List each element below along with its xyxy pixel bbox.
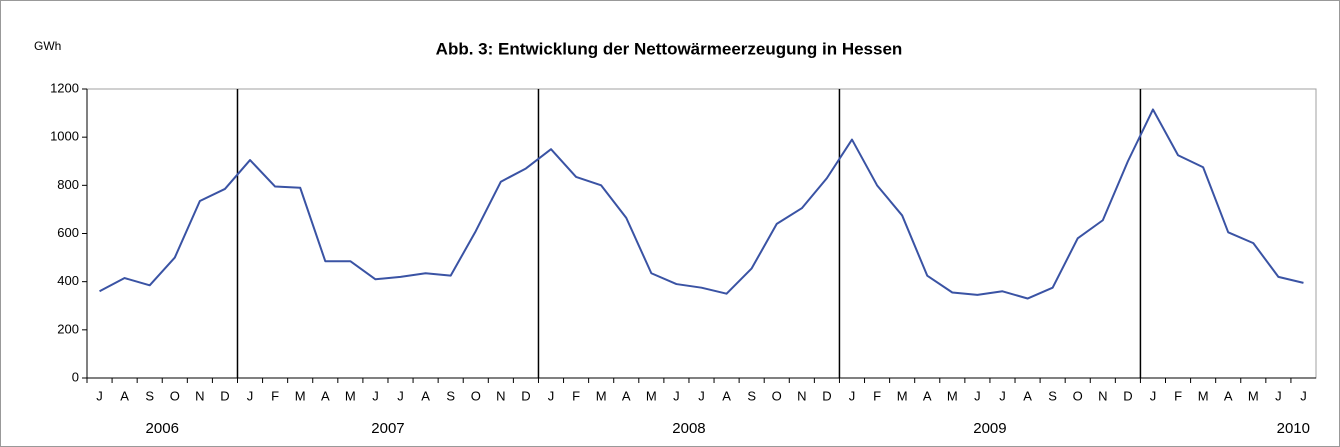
x-tick-label: D bbox=[521, 388, 530, 403]
y-tick-label: 0 bbox=[72, 369, 79, 384]
x-tick-label: J bbox=[1275, 388, 1282, 403]
x-tick-label: N bbox=[195, 388, 204, 403]
x-tick-label: A bbox=[923, 388, 932, 403]
x-tick-label: J bbox=[548, 388, 555, 403]
x-tick-label: N bbox=[797, 388, 806, 403]
x-tick-label: A bbox=[1023, 388, 1032, 403]
y-tick-label: 600 bbox=[57, 225, 79, 240]
x-tick-label: F bbox=[271, 388, 279, 403]
x-tick-label: M bbox=[295, 388, 306, 403]
x-tick-label: J bbox=[1300, 388, 1307, 403]
y-tick-label: 800 bbox=[57, 177, 79, 192]
x-tick-label: M bbox=[897, 388, 908, 403]
x-tick-label: J bbox=[999, 388, 1006, 403]
x-tick-label: O bbox=[1073, 388, 1083, 403]
y-tick-label: 1000 bbox=[50, 129, 79, 144]
x-tick-label: J bbox=[96, 388, 103, 403]
data-line bbox=[99, 108, 1304, 300]
y-tick-label: 200 bbox=[57, 321, 79, 336]
x-tick-label: M bbox=[1248, 388, 1259, 403]
x-tick-label: F bbox=[572, 388, 580, 403]
x-tick-label: N bbox=[1098, 388, 1107, 403]
x-tick-label: M bbox=[646, 388, 657, 403]
y-unit: GWh bbox=[34, 39, 61, 53]
x-tick-label: J bbox=[673, 388, 680, 403]
x-tick-label: D bbox=[1123, 388, 1132, 403]
x-tick-label: M bbox=[596, 388, 607, 403]
group-label: 2009 bbox=[973, 420, 1006, 437]
x-tick-label: N bbox=[496, 388, 505, 403]
x-tick-label: S bbox=[1048, 388, 1057, 403]
x-tick-label: S bbox=[446, 388, 455, 403]
x-tick-label: S bbox=[145, 388, 154, 403]
group-label: 2008 bbox=[672, 420, 705, 437]
x-tick-label: F bbox=[1174, 388, 1182, 403]
x-tick-label: M bbox=[947, 388, 958, 403]
x-tick-label: O bbox=[471, 388, 481, 403]
x-tick-label: O bbox=[170, 388, 180, 403]
x-tick-label: J bbox=[698, 388, 705, 403]
x-tick-label: M bbox=[1198, 388, 1209, 403]
x-tick-label: A bbox=[622, 388, 631, 403]
x-tick-label: J bbox=[1150, 388, 1157, 403]
x-tick-label: J bbox=[849, 388, 856, 403]
x-tick-label: S bbox=[747, 388, 756, 403]
chart-title: Abb. 3: Entwicklung der Nettowärmeerzeug… bbox=[436, 39, 903, 58]
group-label: 2006 bbox=[146, 420, 179, 437]
x-tick-label: A bbox=[321, 388, 330, 403]
group-label: 2010 bbox=[1277, 420, 1310, 437]
x-tick-label: A bbox=[722, 388, 731, 403]
y-tick-label: 400 bbox=[57, 273, 79, 288]
x-tick-label: J bbox=[397, 388, 404, 403]
x-tick-label: A bbox=[1224, 388, 1233, 403]
x-tick-label: F bbox=[873, 388, 881, 403]
x-tick-label: M bbox=[345, 388, 356, 403]
group-label: 2007 bbox=[371, 420, 404, 437]
x-tick-label: A bbox=[421, 388, 430, 403]
x-tick-label: J bbox=[247, 388, 254, 403]
y-tick-label: 1200 bbox=[50, 80, 79, 95]
x-tick-label: A bbox=[120, 388, 129, 403]
x-tick-label: D bbox=[220, 388, 229, 403]
x-tick-label: O bbox=[772, 388, 782, 403]
x-tick-label: D bbox=[822, 388, 831, 403]
x-tick-label: J bbox=[372, 388, 379, 403]
x-tick-label: J bbox=[974, 388, 981, 403]
